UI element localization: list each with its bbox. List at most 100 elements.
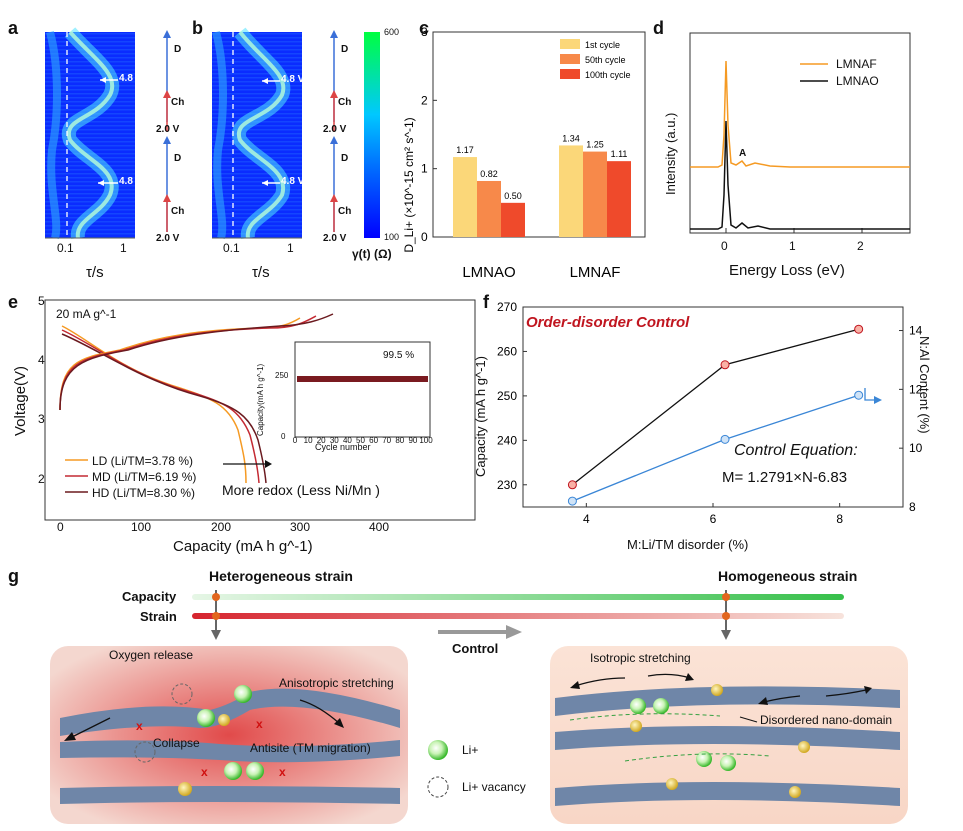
e-inset-xtick: 0: [292, 436, 298, 445]
svg-text:x: x: [201, 765, 208, 779]
e-inset-ytick-0: 0: [281, 432, 286, 441]
f-content-point: [567, 496, 577, 506]
f-ytick-label: 260: [497, 344, 517, 358]
f-axis-indicator-head: [874, 396, 882, 404]
c-category-label: LMNAF: [570, 264, 621, 281]
e-legend-md: MD (Li/TM=6.19 %): [92, 470, 197, 484]
d-xtick-1: 1: [789, 239, 796, 253]
d-xlabel: Energy Loss (eV): [729, 262, 845, 279]
g-left-title: Heterogeneous strain: [209, 568, 353, 584]
e-xtick-300: 300: [290, 520, 311, 534]
c-bar-label: 1.17: [456, 145, 474, 155]
inset-capacity-band: [297, 376, 428, 382]
eels-chart-d: [689, 32, 911, 234]
g-capacity: Capacity: [122, 589, 177, 604]
c-bar-label: 1.34: [562, 133, 580, 143]
d-xtick-0: 0: [721, 239, 728, 253]
g-control: Control: [452, 641, 499, 656]
e-inset-xtick: 100: [419, 436, 433, 445]
f-ytick2-label: 14: [909, 324, 923, 338]
d-legend-lmnaf: LMNAF: [836, 57, 877, 71]
d-xtick-2: 2: [857, 239, 864, 253]
f-ytick2-label: 10: [909, 441, 923, 455]
e-xtick-100: 100: [131, 520, 152, 534]
panel-label-c: c: [419, 18, 430, 38]
f-ytick-label: 270: [497, 300, 517, 314]
charge-hd: [59, 313, 334, 411]
e-inset-retention: 99.5 %: [383, 350, 415, 361]
e-inset-xtick: 10: [303, 436, 313, 445]
g-isotropic: Isotropic stretching: [590, 651, 691, 665]
f-title: Order-disorder Control: [526, 314, 690, 331]
g-disordered: Disordered nano-domain: [760, 713, 893, 727]
c-ytick-label: 2: [421, 93, 428, 107]
e-xtick-200: 200: [211, 520, 232, 534]
d-annotation-a: A: [739, 148, 747, 159]
e-inset-ytick-250: 250: [275, 371, 289, 380]
c-bar-label: 0.50: [504, 191, 522, 201]
colorbar-min: 100: [384, 232, 400, 242]
f-capacity-point: [567, 480, 577, 490]
e-legend-hd: HD (Li/TM=8.30 %): [92, 486, 196, 500]
g-li: Li+: [462, 743, 479, 757]
e-ytick-2: 2: [38, 472, 45, 486]
e-ytick-4: 4: [38, 353, 45, 367]
c-bar: [583, 151, 607, 237]
f-content-point: [720, 434, 730, 444]
e-inset-xtick: 20: [316, 436, 326, 445]
f-axis-indicator-arrow: [864, 388, 878, 401]
c-legend-label: 100th cycle: [585, 70, 631, 80]
a-seg-ch2: Ch: [171, 206, 185, 217]
drt-panels: [45, 27, 380, 240]
voltage-arrow-b-bottom: [262, 180, 280, 186]
f-equation: M= 1.2791×N-6.83: [722, 469, 848, 486]
a-seg-d1: D: [174, 44, 182, 55]
a-voltage-bottom: 4.8 V: [119, 176, 143, 187]
b-seg-d2: D: [341, 153, 349, 164]
spectrum-lmnao: [690, 120, 910, 230]
c-bar: [477, 180, 501, 237]
g-collapse: Collapse: [153, 736, 200, 750]
cycle-arrows-a: [163, 30, 171, 232]
e-ytick-3: 3: [38, 412, 45, 426]
g-oxygen: Oxygen release: [109, 648, 194, 662]
voltage-arrow-a-top: [100, 77, 118, 83]
c-ylabel: D_Li+ (×10^-15 cm² s^-1): [402, 117, 416, 252]
panel-label-b: b: [192, 18, 203, 38]
svg-text:x: x: [136, 719, 143, 733]
c-legend-swatch: [560, 39, 580, 49]
a-xtick-1: 1: [120, 241, 127, 255]
e-inset-xticks: 0 10 20 30 40 50 60 70 80 90 100: [292, 436, 433, 448]
e-note: More redox (Less Ni/Mn ): [222, 482, 380, 498]
charge-md: [59, 315, 317, 411]
b-voltage-top: 4.8 V: [281, 74, 305, 85]
colorbar-label: γ(t) (Ω): [352, 247, 392, 261]
c-bar: [559, 145, 583, 237]
e-inset-xtick: 40: [342, 436, 352, 445]
colorbar-max: 600: [384, 27, 400, 37]
e-inset-xtick: 90: [408, 436, 418, 445]
c-category-label: LMNAO: [462, 264, 515, 281]
e-inset-xtick: 80: [395, 436, 405, 445]
a-v-mid: 2.0 V: [156, 124, 180, 135]
f-ylabel2: N:Al Content (%): [917, 336, 932, 434]
c-legend-swatch: [560, 69, 580, 79]
f-ytick-label: 250: [497, 389, 517, 403]
a-xtick-01: 0.1: [57, 241, 74, 255]
b-seg-ch2: Ch: [338, 206, 352, 217]
c-ytick-label: 3: [421, 25, 428, 39]
f-xtick-label: 6: [710, 512, 717, 526]
panel-label-g: g: [8, 566, 19, 586]
c-bar: [501, 202, 525, 237]
c-legend-label: 50th cycle: [585, 55, 626, 65]
spectrum-lmnaf: [690, 60, 910, 168]
strain-schematic-g: x x x x: [50, 590, 908, 824]
c-legend-swatch: [560, 54, 580, 64]
c-ytick-label: 0: [421, 230, 428, 244]
c-frame: [432, 31, 646, 238]
discharge-hd: [61, 333, 267, 484]
e-inset-xtick: 50: [356, 436, 365, 445]
b-v-bot: 2.0 V: [323, 233, 347, 244]
b-seg-ch1: Ch: [338, 97, 352, 108]
e-xtick-400: 400: [369, 520, 390, 534]
